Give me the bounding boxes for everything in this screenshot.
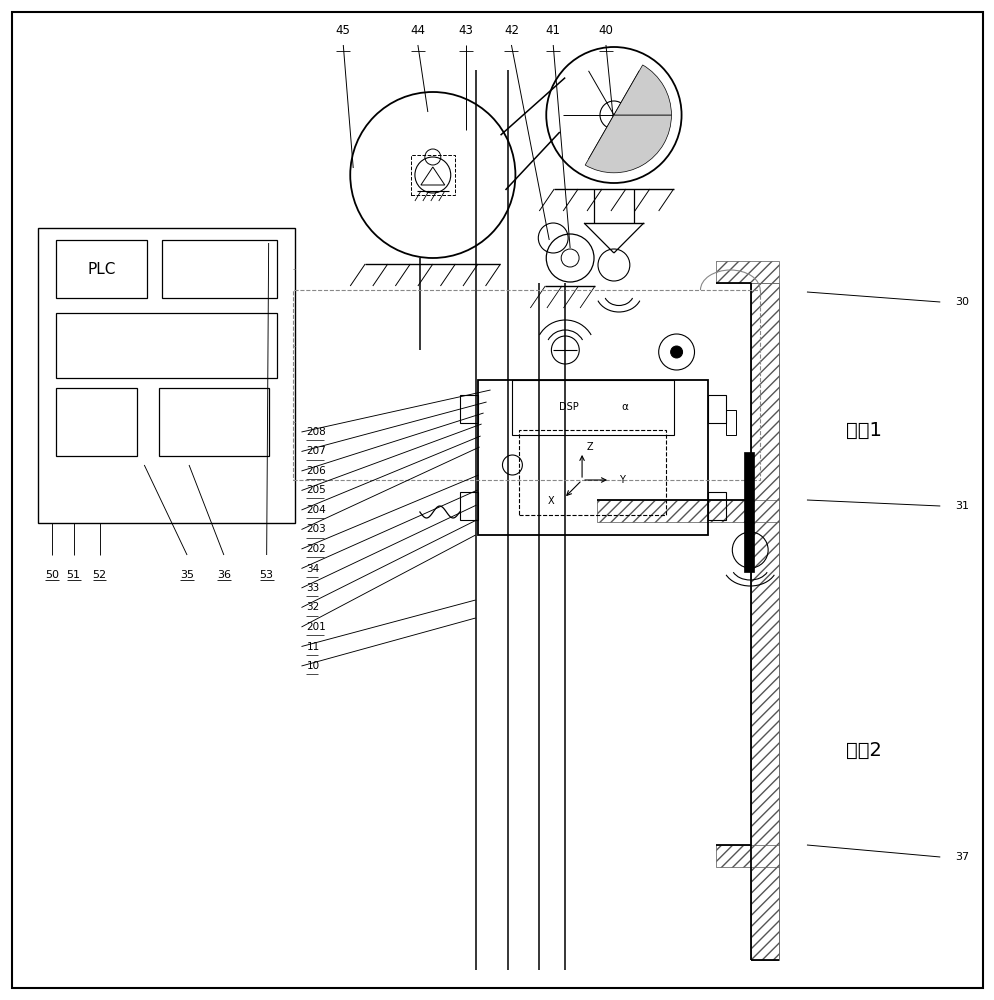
Bar xyxy=(162,240,276,298)
Bar xyxy=(56,313,276,378)
Bar xyxy=(512,380,673,435)
Bar xyxy=(38,228,294,523)
Text: 30: 30 xyxy=(954,297,968,307)
Text: 201: 201 xyxy=(306,622,326,632)
Text: 41: 41 xyxy=(545,24,561,37)
Bar xyxy=(596,500,778,522)
Text: 中段1: 中段1 xyxy=(845,420,881,439)
Text: 206: 206 xyxy=(306,466,326,476)
Text: 10: 10 xyxy=(306,661,319,671)
Bar xyxy=(56,240,147,298)
Bar xyxy=(459,395,477,423)
Wedge shape xyxy=(613,65,671,115)
Text: 44: 44 xyxy=(410,24,425,37)
Text: 50: 50 xyxy=(45,570,59,580)
Text: 203: 203 xyxy=(306,524,326,534)
Bar xyxy=(708,492,726,520)
Text: 31: 31 xyxy=(954,501,968,511)
Text: 中段2: 中段2 xyxy=(845,740,881,760)
Text: 45: 45 xyxy=(336,24,350,37)
Bar xyxy=(726,410,736,435)
Text: 33: 33 xyxy=(306,583,319,593)
Text: 35: 35 xyxy=(180,570,194,580)
Text: 202: 202 xyxy=(306,544,326,554)
Bar xyxy=(716,261,778,283)
Bar xyxy=(159,388,268,456)
Text: 34: 34 xyxy=(306,564,319,574)
Text: PLC: PLC xyxy=(87,261,115,276)
Bar xyxy=(459,492,477,520)
Text: 37: 37 xyxy=(954,852,968,862)
Text: 11: 11 xyxy=(306,642,319,652)
Bar xyxy=(750,283,778,960)
Text: 43: 43 xyxy=(458,24,472,37)
Bar xyxy=(411,155,454,195)
Text: 42: 42 xyxy=(503,24,519,37)
Text: Y: Y xyxy=(618,475,624,485)
Text: 40: 40 xyxy=(598,24,612,37)
Bar xyxy=(744,452,753,572)
Text: 204: 204 xyxy=(306,505,326,515)
Bar xyxy=(716,845,778,867)
Text: 52: 52 xyxy=(92,570,106,580)
Text: 53: 53 xyxy=(259,570,273,580)
Circle shape xyxy=(670,346,682,358)
Bar xyxy=(519,430,665,515)
Text: 32: 32 xyxy=(306,602,319,612)
Text: DSP: DSP xyxy=(559,402,579,412)
Bar xyxy=(292,290,759,480)
Text: 205: 205 xyxy=(306,486,326,495)
Text: 207: 207 xyxy=(306,446,326,456)
Text: 208: 208 xyxy=(306,427,326,437)
Wedge shape xyxy=(584,115,671,173)
Text: Z: Z xyxy=(586,442,592,452)
Bar xyxy=(56,388,137,456)
Bar xyxy=(708,395,726,423)
Text: α: α xyxy=(621,402,628,412)
Text: X: X xyxy=(547,496,554,506)
Text: 36: 36 xyxy=(217,570,231,580)
Text: 51: 51 xyxy=(67,570,81,580)
Bar xyxy=(477,380,708,535)
